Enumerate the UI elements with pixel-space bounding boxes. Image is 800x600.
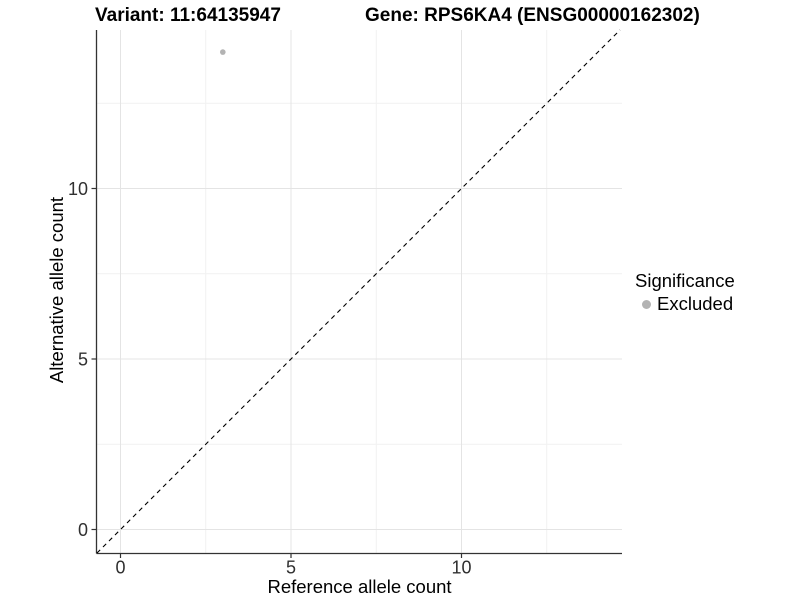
x-axis-title: Reference allele count [267,576,452,597]
y-tick-label: 10 [68,179,88,199]
y-axis-title: Alternative allele count [46,196,67,384]
identity-dashed-line [96,29,621,554]
legend-entry-excluded: Excluded [635,294,735,314]
legend: Significance Excluded [635,271,735,314]
legend-title: Significance [635,270,735,291]
legend-entry-label: Excluded [657,293,734,314]
variant-title: Variant: 11:64135947 [95,5,281,26]
excluded-point-icon [642,299,651,309]
x-tick-label: 10 [451,558,471,578]
y-tick-label: 0 [78,520,88,540]
y-tick-label: 5 [78,350,88,370]
x-tick-label: 5 [286,558,296,578]
x-tick-label: 0 [115,558,125,578]
gene-title: Gene: RPS6KA4 (ENSG00000162302) [365,5,700,26]
data-point [220,49,226,55]
